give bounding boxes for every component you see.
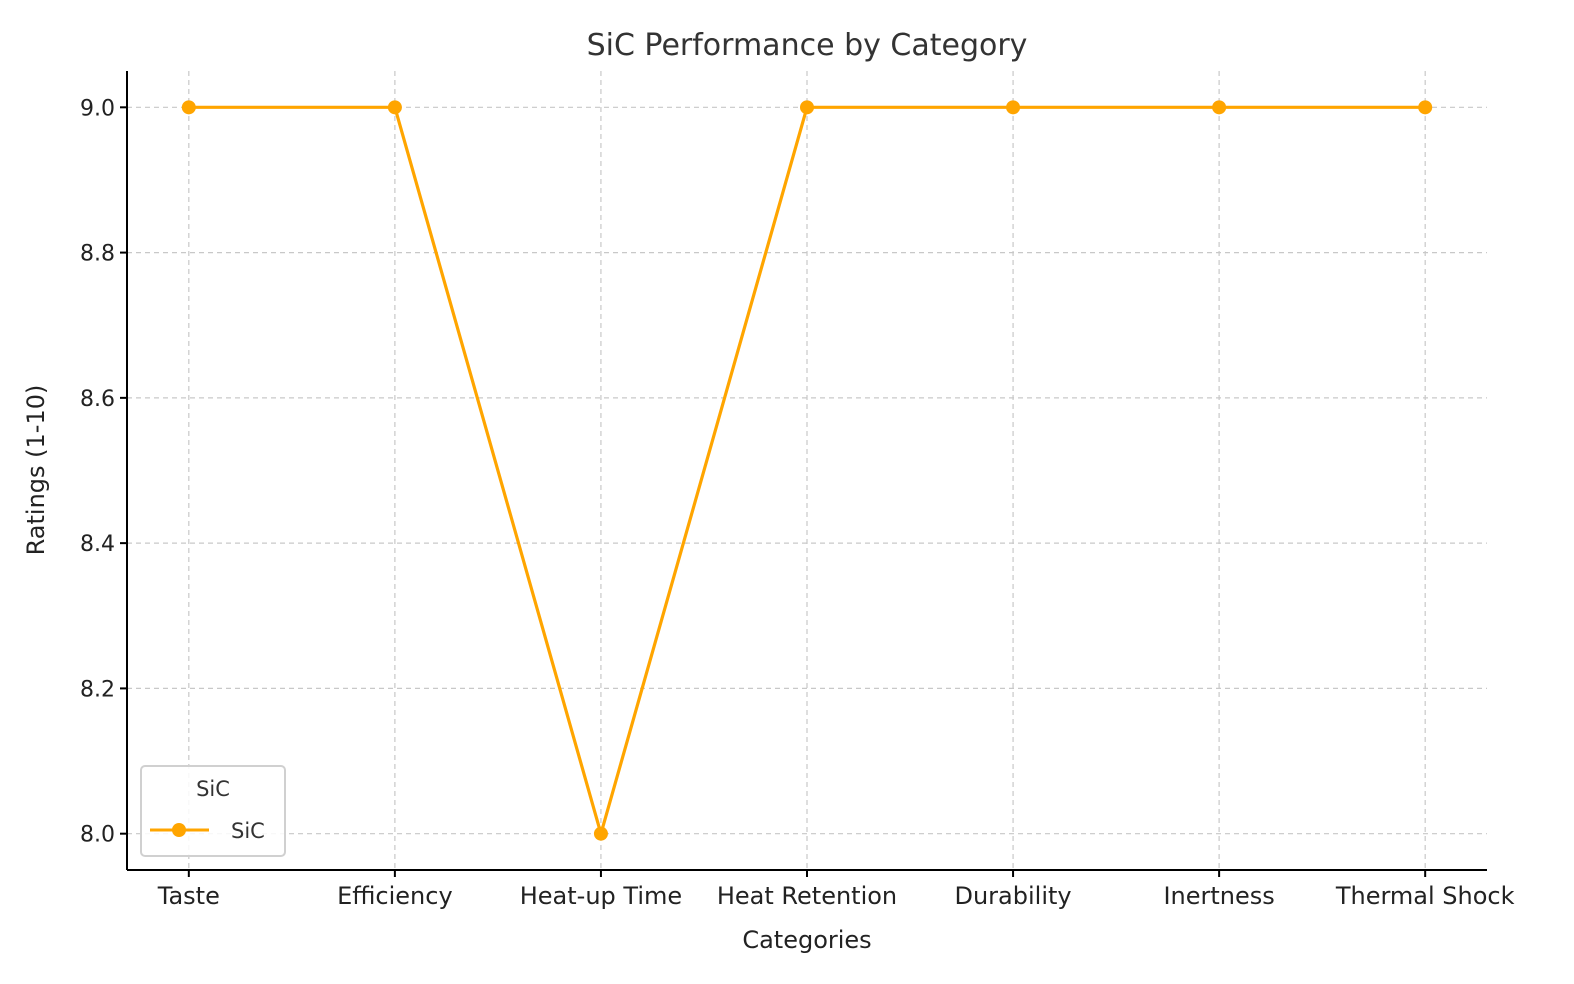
data-point (181, 100, 196, 115)
x-tick-label: Taste (157, 882, 220, 910)
y-tick-label: 8.0 (80, 823, 115, 848)
data-point (800, 100, 814, 115)
y-tick-label: 8.8 (80, 242, 115, 267)
x-tick-label: Heat-up Time (520, 882, 682, 910)
x-axis-label: Categories (742, 926, 871, 954)
legend-marker-swatch (172, 823, 186, 837)
y-axis-ticks: 8.0 8.2 8.4 8.6 8.8 9.0 (80, 96, 127, 848)
data-point (1006, 100, 1021, 115)
x-tick-label: Thermal Shock (1335, 882, 1515, 910)
legend: SiC SiC (140, 765, 286, 857)
x-tick-label: Inertness (1163, 882, 1274, 910)
data-point (387, 100, 402, 115)
x-tick-label: Efficiency (337, 882, 453, 910)
legend-title: SiC (196, 777, 230, 801)
y-axis-label: Ratings (1-10) (22, 385, 50, 556)
grid (127, 71, 1487, 870)
legend-entry-label: SiC (231, 819, 265, 843)
data-point (1212, 100, 1227, 115)
data-point (593, 826, 608, 841)
series-sic (181, 100, 1433, 841)
x-tick-label: Durability (954, 882, 1071, 910)
y-tick-label: 8.2 (80, 677, 115, 702)
data-point (1418, 100, 1433, 115)
y-tick-label: 8.6 (80, 387, 115, 412)
chart-title: SiC Performance by Category (587, 28, 1028, 63)
x-axis-ticks: Taste Efficiency Heat-up Time Heat Retentio… (157, 870, 1515, 910)
y-tick-label: 8.4 (80, 532, 115, 557)
x-tick-label: Heat Retention (717, 882, 897, 910)
y-tick-label: 9.0 (80, 96, 115, 121)
